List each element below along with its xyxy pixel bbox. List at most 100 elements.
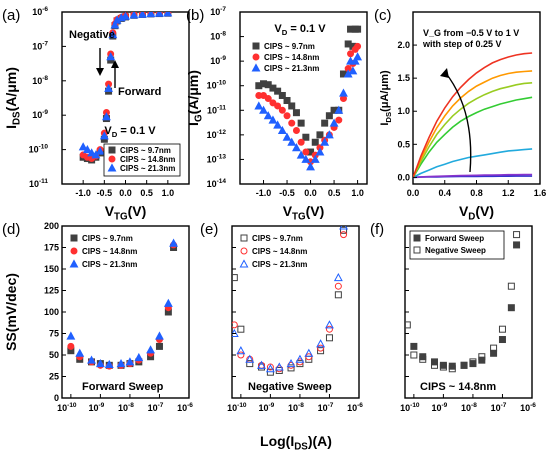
data-point	[259, 105, 268, 114]
annotation-cips: CIPS ~ 14.8nm	[420, 381, 496, 393]
y-tick-label: 1.5	[397, 73, 410, 83]
data-point	[448, 365, 456, 373]
data-point	[405, 321, 411, 329]
legend-label: CIPS ~ 14.8nm	[82, 247, 137, 256]
x-axis-label: VD(V)	[459, 203, 494, 223]
panel-label-c: (c)	[374, 7, 392, 24]
data-point	[104, 83, 114, 92]
data-point	[431, 361, 439, 369]
data-point	[460, 361, 468, 369]
arrow-head	[111, 60, 119, 68]
x-tick-label: 10-7	[491, 402, 507, 413]
data-point	[254, 101, 264, 110]
data-point	[325, 320, 334, 329]
data-point	[439, 363, 447, 371]
data-point	[66, 331, 76, 340]
y-tick-label: 10-11	[29, 178, 48, 189]
arrow-head	[440, 68, 449, 78]
data-point	[439, 361, 447, 369]
data-point	[339, 88, 348, 97]
data-point	[292, 109, 300, 117]
data-point	[353, 52, 363, 61]
y-tick-label: 10-14	[207, 178, 227, 189]
data-point	[269, 99, 277, 107]
data-point	[339, 226, 348, 230]
panel-label-b: (b)	[186, 7, 204, 24]
legend	[69, 234, 79, 268]
data-point	[155, 331, 164, 340]
data-point	[274, 102, 282, 110]
panel-label-a: (a)	[2, 7, 20, 24]
data-point	[265, 364, 275, 373]
y-tick-label: 2.0	[397, 40, 410, 50]
x-axis-label: VTG(V)	[105, 203, 147, 223]
data-point	[296, 150, 306, 159]
x-tick-label: 1.2	[502, 188, 515, 198]
x-tick-label: 10-8	[288, 402, 304, 413]
x-tick-label: 10-7	[318, 402, 334, 413]
data-point	[278, 91, 286, 99]
data-point	[277, 125, 287, 135]
data-point	[490, 349, 498, 357]
data-point	[78, 142, 88, 151]
panel-label-e: (e)	[200, 221, 218, 238]
legend-marker	[70, 234, 78, 242]
x-tick-label: 1.6	[534, 188, 547, 198]
legend-label: CIPS ~ 21.3nm	[252, 260, 307, 269]
data-point	[263, 111, 273, 120]
annotation-vg-range: V_G from −0.5 V to 1 V	[423, 28, 519, 38]
y-tick-label: 10-6	[32, 6, 48, 17]
data-point	[513, 241, 521, 249]
series-line-3	[413, 96, 533, 178]
data-point	[116, 358, 126, 368]
data-point	[245, 354, 255, 363]
legend-label: CIPS ~ 9.7nm	[120, 146, 171, 155]
data-point	[232, 321, 238, 329]
data-point	[273, 120, 283, 129]
data-point	[264, 95, 272, 103]
legend-label: CIPS ~ 21.3nm	[120, 164, 175, 173]
data-point	[146, 345, 156, 354]
data-point	[134, 352, 144, 362]
data-point	[302, 148, 310, 156]
legend-marker	[239, 259, 249, 268]
x-tick-label: 10-9	[258, 402, 274, 413]
legend-marker	[413, 246, 421, 254]
data-point	[268, 115, 278, 124]
data-point	[350, 56, 360, 65]
legend-marker	[108, 146, 116, 154]
annotation-vg-step: with step of 0.25 V	[422, 39, 502, 49]
data-point	[282, 132, 292, 141]
data-point	[274, 87, 282, 95]
legend-marker	[413, 234, 421, 242]
legend-label: CIPS ~ 9.7nm	[264, 42, 315, 51]
data-point	[469, 360, 477, 368]
data-point	[288, 119, 296, 127]
legend-label: CIPS ~ 9.7nm	[82, 234, 133, 243]
legend-marker	[252, 42, 260, 50]
data-point	[237, 351, 245, 359]
data-point	[125, 357, 135, 366]
plot-frame	[239, 11, 368, 185]
data-point	[286, 358, 296, 368]
data-point	[335, 116, 343, 124]
panel-label-d: (d)	[2, 221, 20, 238]
data-point	[410, 351, 418, 359]
legend-marker	[251, 63, 261, 72]
data-point	[321, 119, 329, 127]
x-tick-label: 0.8	[470, 188, 483, 198]
data-point	[104, 359, 114, 368]
data-point	[257, 360, 266, 369]
x-tick-label: 10-10	[57, 402, 77, 413]
legend-label: CIPS ~ 21.3nm	[82, 260, 137, 269]
data-point	[155, 342, 163, 350]
data-point	[292, 127, 300, 135]
plot-area	[254, 25, 363, 171]
data-point	[478, 353, 486, 361]
data-point	[325, 334, 333, 342]
data-point	[419, 355, 427, 363]
series-line-1	[413, 173, 533, 179]
y-tick-label: 150	[44, 264, 59, 274]
data-point	[163, 298, 173, 307]
data-point	[334, 291, 342, 299]
